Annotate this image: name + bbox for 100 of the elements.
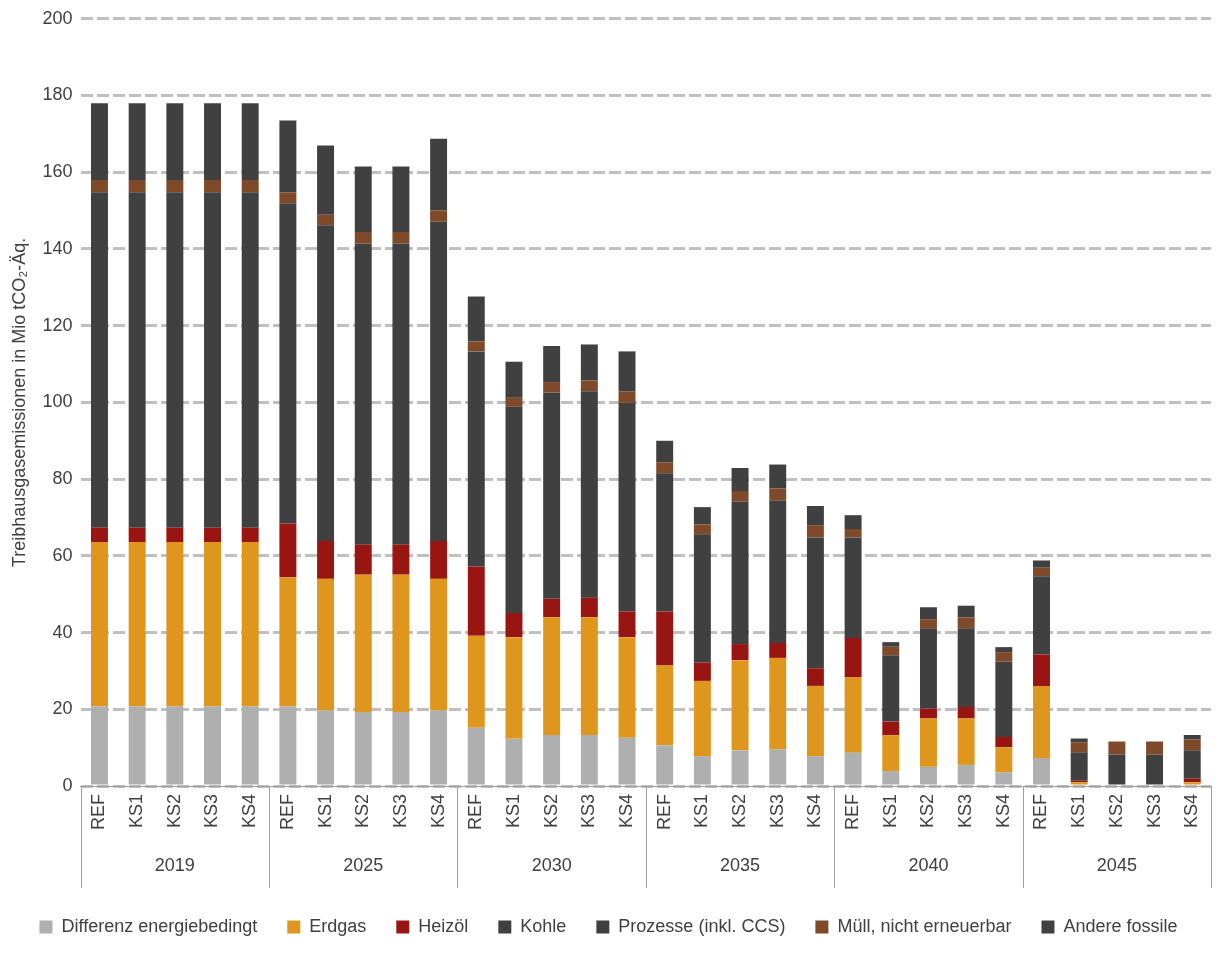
x-tick-label: KS2 (352, 794, 373, 829)
bar (919, 619, 937, 629)
bar (844, 637, 862, 678)
bar (128, 179, 146, 193)
bar (995, 652, 1013, 662)
bar (128, 103, 146, 180)
bar (769, 749, 787, 785)
bar (806, 505, 824, 526)
bar (392, 243, 410, 545)
bar (166, 527, 184, 543)
y-tick-label: 20 (52, 698, 73, 719)
bar (354, 711, 372, 785)
y-tick-label: 40 (52, 621, 73, 642)
bar (204, 542, 221, 707)
x-tick-label: KS1 (126, 794, 147, 829)
bar (317, 540, 335, 579)
bar (91, 706, 108, 785)
bar (543, 734, 561, 785)
bar (543, 392, 561, 599)
bar (580, 391, 598, 598)
bar (618, 637, 636, 738)
bar (882, 771, 900, 785)
bar (317, 225, 335, 541)
bar (543, 346, 561, 383)
bar (1146, 754, 1164, 785)
x-tick-label: KS4 (239, 794, 260, 829)
bar (693, 662, 711, 681)
x-tick-label: KS1 (1068, 794, 1089, 829)
bar (844, 752, 862, 785)
bar (580, 344, 598, 381)
bar (279, 706, 297, 785)
bar (430, 710, 448, 785)
bar (354, 232, 372, 244)
bar (618, 737, 636, 785)
bar (354, 574, 372, 712)
y-axis-title: Treibhausgasemissionen in Mio tCO₂-Äq. (8, 237, 29, 568)
x-tick-label: KS4 (804, 794, 825, 829)
bar (1033, 567, 1050, 577)
bar (656, 462, 674, 474)
bar (957, 605, 975, 618)
x-tick-label: KS3 (389, 794, 410, 829)
legend-label: Kohle (520, 915, 567, 936)
bar (128, 706, 146, 785)
y-tick-label: 140 (42, 237, 73, 258)
x-tick-label: KS4 (427, 794, 448, 829)
bar (882, 642, 900, 647)
bar (731, 491, 749, 502)
bar (580, 617, 598, 735)
bar (618, 611, 636, 638)
bar (919, 628, 937, 709)
text: 2040 (908, 854, 949, 875)
x-tick-label: KS2 (1105, 794, 1126, 829)
bar (580, 380, 598, 392)
x-tick-label: KS4 (992, 794, 1013, 829)
bar (1108, 741, 1126, 755)
text: 2025 (343, 854, 384, 875)
bar (1033, 560, 1050, 568)
bar (543, 382, 561, 393)
bar (580, 597, 598, 618)
y-tick-label: 100 (42, 391, 73, 412)
bar (1183, 750, 1201, 779)
bar (656, 473, 674, 612)
bar (430, 540, 448, 579)
bar (467, 341, 485, 352)
bar (166, 179, 184, 193)
y-tick-label: 60 (52, 544, 73, 565)
bar (806, 685, 824, 757)
bar (91, 103, 108, 180)
bar (882, 721, 900, 736)
bar (844, 677, 862, 753)
bar (505, 361, 523, 398)
legend-label: Prozesse (inkl. CCS) (618, 915, 786, 936)
bar (166, 542, 184, 707)
bar (467, 635, 485, 728)
x-tick-label: REF (653, 794, 674, 830)
bar (354, 544, 372, 575)
bar (995, 647, 1013, 653)
bar (882, 646, 900, 656)
bar (392, 166, 410, 233)
bar (241, 527, 259, 543)
bar (957, 706, 975, 719)
x-tick-label: REF (276, 794, 297, 830)
x-tick-label: KS1 (502, 794, 523, 829)
bar (919, 607, 937, 620)
bar (166, 192, 184, 528)
bar (279, 577, 297, 707)
bar (467, 566, 485, 636)
bar (769, 500, 787, 643)
bar (806, 525, 824, 538)
bar (392, 544, 410, 575)
bar (1183, 739, 1201, 751)
bar (1070, 752, 1088, 781)
x-tick-label: KS3 (201, 794, 222, 829)
bar (467, 351, 485, 567)
text: 2045 (1096, 854, 1137, 875)
bar (957, 617, 975, 629)
bar (204, 192, 221, 528)
bar (317, 145, 335, 215)
bar (844, 528, 862, 538)
bar (693, 680, 711, 757)
